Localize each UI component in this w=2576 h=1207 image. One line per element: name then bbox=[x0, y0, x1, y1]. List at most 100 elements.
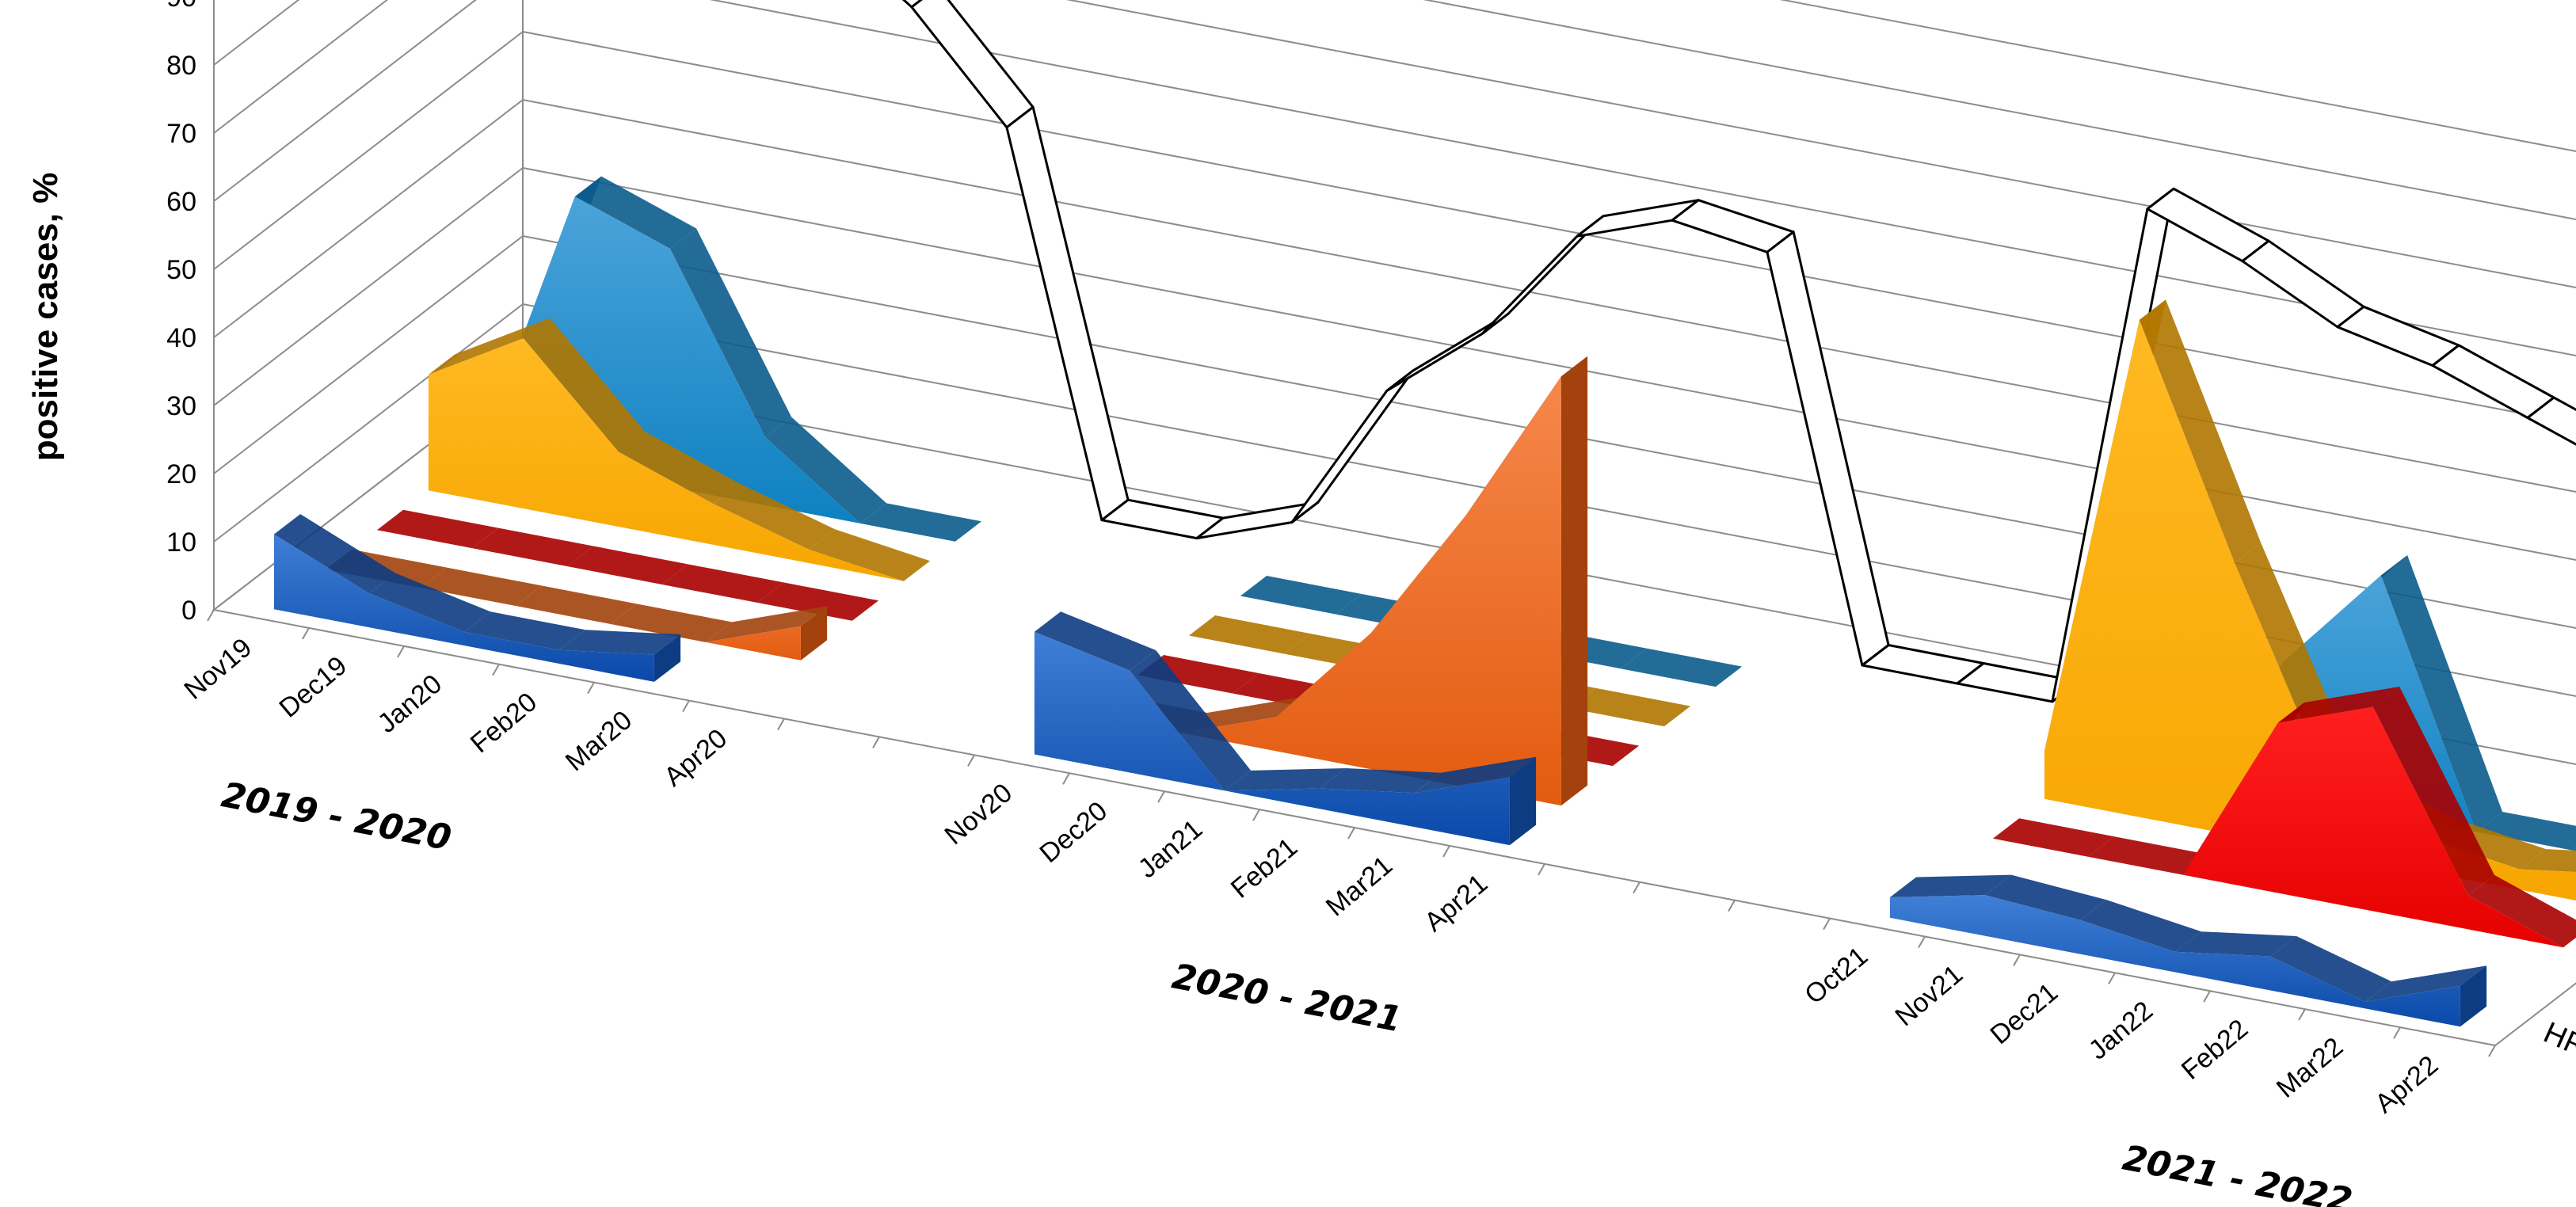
x-tick bbox=[967, 754, 975, 767]
area-top-segment bbox=[2365, 965, 2487, 1002]
area-top-segment bbox=[428, 318, 551, 375]
area-end-cap bbox=[654, 634, 681, 682]
gridline-side bbox=[213, 0, 300, 66]
x-tick bbox=[1728, 900, 1736, 912]
area-top-segment bbox=[463, 611, 586, 650]
x-category-label: Jan20 bbox=[372, 668, 448, 739]
area-front bbox=[1992, 706, 2563, 948]
x-category-label: Mar21 bbox=[1320, 850, 1398, 922]
x-category-label: Oct21 bbox=[1799, 941, 1873, 1010]
area-top-segment bbox=[574, 176, 697, 249]
x-tick bbox=[2393, 1026, 2401, 1039]
area-top-segment bbox=[2380, 555, 2503, 832]
area-top-segment bbox=[2269, 936, 2392, 1002]
area-top-segment bbox=[1137, 655, 1259, 694]
x-category-label: Jan22 bbox=[2083, 996, 2159, 1066]
area-top-segment bbox=[1224, 768, 1347, 791]
y-axis-title: positive cases, % bbox=[26, 173, 65, 461]
x-category-label: Feb20 bbox=[465, 687, 543, 759]
area-top-segment bbox=[1984, 874, 2107, 920]
x-tick bbox=[2298, 1008, 2306, 1021]
area-top-segment bbox=[2087, 836, 2210, 875]
y-tick-label: 0 bbox=[181, 596, 196, 626]
gridline-side bbox=[213, 31, 524, 270]
area-end-cap bbox=[1509, 756, 1537, 846]
x-tick bbox=[1252, 809, 1260, 821]
area-top-segment bbox=[808, 529, 931, 581]
x-tick bbox=[207, 609, 215, 622]
gridline-side bbox=[213, 235, 524, 474]
gridline bbox=[522, 31, 2576, 425]
area-top-segment bbox=[368, 573, 491, 632]
total-ribbon-segment bbox=[1005, 105, 1130, 522]
series-sars-cov-2 bbox=[376, 509, 2576, 948]
area-front bbox=[2044, 319, 2576, 900]
area-top-segment bbox=[1188, 615, 1311, 654]
x-tick bbox=[302, 627, 310, 640]
area-top-segment bbox=[764, 417, 887, 524]
area-top-segment bbox=[2475, 812, 2576, 851]
area-top-segment bbox=[2519, 849, 2576, 872]
area-top-segment bbox=[2079, 900, 2202, 952]
area-top-segment bbox=[669, 228, 792, 437]
x-category-label: Dec20 bbox=[1034, 796, 1113, 869]
season-label: 2021 - 2022 bbox=[2120, 1138, 2356, 1207]
y-tick-label: 40 bbox=[166, 323, 196, 353]
y-tick-label: 80 bbox=[166, 51, 196, 81]
x-category-label: Mar22 bbox=[2271, 1032, 2349, 1104]
gridline bbox=[522, 99, 2576, 493]
series-group bbox=[273, 0, 2576, 1027]
area-end-cap bbox=[800, 606, 828, 661]
area-top-segment bbox=[2467, 874, 2576, 948]
y-tick-label: 60 bbox=[166, 187, 196, 217]
area-front bbox=[376, 530, 852, 621]
y-tick-label: 70 bbox=[166, 119, 196, 149]
x-tick bbox=[1823, 918, 1831, 931]
axes: 0 10 20 30 40 50 60 70 80 90 bbox=[166, 0, 2576, 1057]
area-front bbox=[428, 338, 904, 581]
gridline bbox=[522, 235, 2576, 630]
x-category-label: Apr21 bbox=[1419, 868, 1493, 937]
area-top-segment bbox=[2139, 299, 2262, 563]
area-front bbox=[1034, 631, 1510, 846]
area-top-segment bbox=[1889, 874, 2012, 897]
total-ribbon-segment bbox=[2241, 239, 2365, 329]
total-ribbon-segment bbox=[1766, 230, 1890, 667]
area-top-segment bbox=[1319, 768, 1442, 794]
total-ribbon-segment bbox=[910, 0, 1035, 129]
x-category-label: Dec21 bbox=[1984, 977, 2063, 1050]
gridline bbox=[709, 0, 2576, 357]
area-end-cap bbox=[2460, 965, 2487, 1027]
area-top-segment bbox=[558, 630, 681, 655]
area-top-segment bbox=[1034, 611, 1157, 671]
x-category-label: Apr22 bbox=[2369, 1050, 2444, 1119]
x-tick bbox=[1918, 936, 1926, 948]
x-tick bbox=[777, 718, 785, 730]
area-top-segment bbox=[2570, 846, 2576, 851]
y-tick-label: 30 bbox=[166, 391, 196, 421]
x-category-label: Nov19 bbox=[178, 632, 257, 705]
gridline-side bbox=[213, 99, 524, 338]
x-category-label: Jan21 bbox=[1133, 814, 1208, 885]
area-top-segment bbox=[705, 606, 828, 642]
area-top-segment bbox=[471, 527, 594, 566]
area-top-segment bbox=[2277, 687, 2400, 723]
area-top-segment bbox=[1620, 648, 1743, 687]
x-tick bbox=[1157, 790, 1165, 803]
gridline-side bbox=[213, 0, 389, 134]
x-tick bbox=[2488, 1045, 2496, 1057]
total-ribbon-segment bbox=[1290, 369, 1415, 524]
area-end-cap bbox=[1560, 356, 1588, 806]
y-tick-label: 20 bbox=[166, 459, 196, 489]
gridline-side bbox=[213, 0, 477, 202]
x-tick bbox=[1347, 827, 1355, 840]
y-tick-label: 90 bbox=[166, 0, 196, 13]
y-tick-label: 10 bbox=[166, 527, 196, 558]
gridline bbox=[1423, 0, 2576, 221]
area-top-segment bbox=[713, 483, 836, 550]
area-top-segment bbox=[661, 564, 784, 603]
area-top-segment bbox=[523, 318, 646, 452]
x-category-label: Feb22 bbox=[2176, 1014, 2254, 1086]
area-top-segment bbox=[1129, 650, 1252, 791]
area-top-segment bbox=[1992, 818, 2115, 857]
